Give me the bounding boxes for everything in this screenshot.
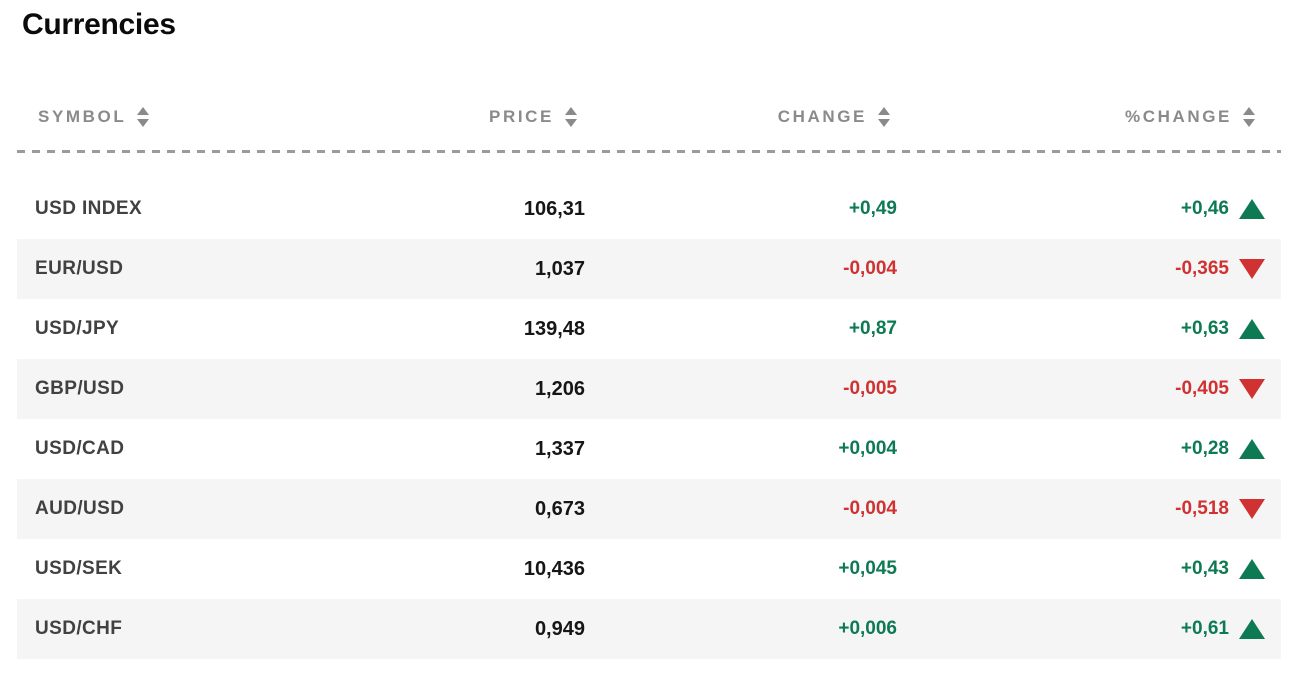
change-value: -0,004 <box>843 258 897 279</box>
symbol-link[interactable]: USD/CAD <box>35 438 125 459</box>
triangle-up-icon <box>1239 319 1265 339</box>
triangle-up-icon <box>1239 439 1265 459</box>
price-value: 0,949 <box>534 617 585 640</box>
table-row: USD/CAD 1,337 +0,004 +0,28 <box>17 419 1281 479</box>
price-value: 0,673 <box>534 497 585 520</box>
pct-change-cell: -0,405 <box>897 378 1281 400</box>
sort-updown-icon <box>1243 107 1255 127</box>
sort-updown-icon <box>565 107 577 127</box>
table-body: USD INDEX 106,31 +0,49 +0,46 EUR/USD 1,0… <box>17 179 1281 659</box>
price-value: 1,337 <box>534 437 585 460</box>
change-value: -0,004 <box>843 498 897 519</box>
pct-change-cell: +0,61 <box>897 618 1281 640</box>
table-row: AUD/USD 0,673 -0,004 -0,518 <box>17 479 1281 539</box>
column-label-symbol: SYMBOL <box>38 107 127 126</box>
triangle-down-icon <box>1239 259 1265 279</box>
pct-change-value: -0,518 <box>1175 498 1229 519</box>
price-value: 10,436 <box>523 557 585 580</box>
pct-change-value: +0,28 <box>1180 438 1229 459</box>
change-value: +0,045 <box>838 558 897 579</box>
currencies-table: SYMBOL PRICE CHANGE %CHANGE USD INDEX 10… <box>17 98 1281 659</box>
change-value: +0,006 <box>838 618 897 639</box>
column-label-change: CHANGE <box>777 107 867 126</box>
price-value: 1,206 <box>534 377 585 400</box>
price-value: 106,31 <box>523 197 585 220</box>
symbol-link[interactable]: USD/CHF <box>35 618 123 639</box>
sort-header-symbol[interactable]: SYMBOL <box>17 107 302 127</box>
table-row: USD/JPY 139,48 +0,87 +0,63 <box>17 299 1281 359</box>
table-row: USD INDEX 106,31 +0,49 +0,46 <box>17 179 1281 239</box>
table-row: USD/SEK 10,436 +0,045 +0,43 <box>17 539 1281 599</box>
triangle-down-icon <box>1239 499 1265 519</box>
symbol-link[interactable]: USD/JPY <box>35 318 120 339</box>
dashed-divider <box>17 150 1281 153</box>
symbol-link[interactable]: GBP/USD <box>35 378 125 399</box>
price-value: 139,48 <box>523 317 585 340</box>
symbol-link[interactable]: USD INDEX <box>35 198 143 219</box>
pct-change-value: +0,43 <box>1180 558 1229 579</box>
symbol-link[interactable]: AUD/USD <box>35 498 125 519</box>
pct-change-value: +0,61 <box>1180 618 1229 639</box>
pct-change-cell: +0,46 <box>897 198 1281 220</box>
change-value: +0,49 <box>848 198 897 219</box>
symbol-link[interactable]: EUR/USD <box>35 258 124 279</box>
page-title: Currencies <box>22 8 176 41</box>
table-row: GBP/USD 1,206 -0,005 -0,405 <box>17 359 1281 419</box>
sort-header-pct-change[interactable]: %CHANGE <box>897 107 1281 127</box>
pct-change-value: -0,405 <box>1175 378 1229 399</box>
change-value: +0,004 <box>838 438 897 459</box>
pct-change-cell: +0,43 <box>897 558 1281 580</box>
change-value: -0,005 <box>843 378 897 399</box>
pct-change-value: -0,365 <box>1175 258 1229 279</box>
sort-header-price[interactable]: PRICE <box>302 107 585 127</box>
column-label-pct-change: %CHANGE <box>1125 107 1232 126</box>
pct-change-cell: -0,365 <box>897 258 1281 280</box>
pct-change-cell: +0,28 <box>897 438 1281 460</box>
sort-updown-icon <box>137 107 150 127</box>
pct-change-cell: -0,518 <box>897 498 1281 520</box>
triangle-up-icon <box>1239 619 1265 639</box>
pct-change-value: +0,63 <box>1180 318 1229 339</box>
sort-header-change[interactable]: CHANGE <box>585 107 897 127</box>
triangle-up-icon <box>1239 559 1265 579</box>
table-row: EUR/USD 1,037 -0,004 -0,365 <box>17 239 1281 299</box>
pct-change-value: +0,46 <box>1180 198 1229 219</box>
triangle-down-icon <box>1239 379 1265 399</box>
triangle-up-icon <box>1239 199 1265 219</box>
table-header-row: SYMBOL PRICE CHANGE %CHANGE <box>17 98 1281 136</box>
sort-updown-icon <box>878 107 890 127</box>
price-value: 1,037 <box>534 257 585 280</box>
change-value: +0,87 <box>848 318 897 339</box>
table-row: USD/CHF 0,949 +0,006 +0,61 <box>17 599 1281 659</box>
pct-change-cell: +0,63 <box>897 318 1281 340</box>
symbol-link[interactable]: USD/SEK <box>35 558 123 579</box>
column-label-price: PRICE <box>489 107 554 126</box>
